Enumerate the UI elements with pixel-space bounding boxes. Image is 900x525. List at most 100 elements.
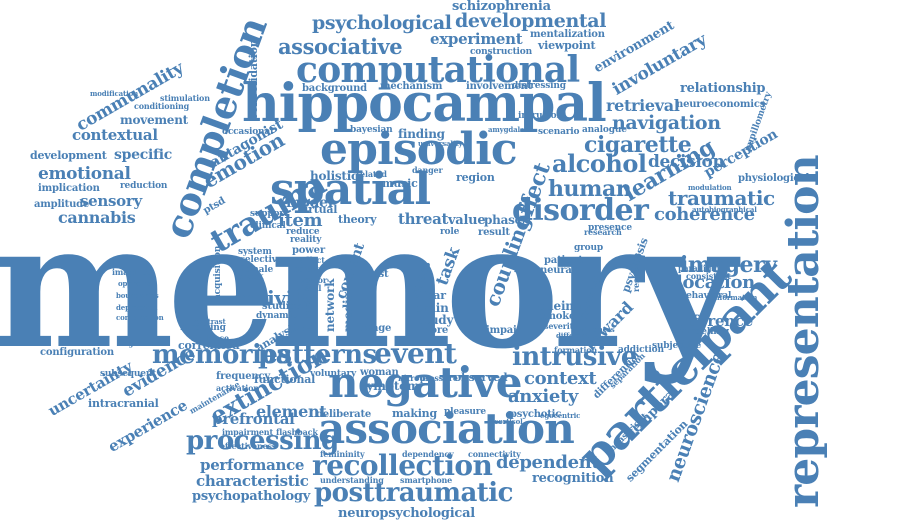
word-experiment: experiment <box>430 30 523 48</box>
word-effectiveness: effectiveness <box>220 441 277 451</box>
word-study: study <box>418 313 454 327</box>
word-virtual: virtual <box>298 203 338 216</box>
word-paradigm: paradigm <box>678 263 720 273</box>
word-research: research <box>584 227 622 237</box>
word-stimulation: stimulation <box>160 93 210 103</box>
word-power: power <box>292 245 325 256</box>
word-autobiographical: autobiographical <box>692 205 757 214</box>
word-memory: memory <box>0 184 736 387</box>
word-different: different <box>556 331 590 340</box>
word-model: model <box>286 195 333 211</box>
word-combination: combination <box>116 313 164 322</box>
word-danger: danger <box>412 165 443 175</box>
word-background: background <box>302 83 367 94</box>
word-value: value <box>448 213 486 228</box>
word-clinical: clinical <box>250 221 286 231</box>
word-conditioning: conditioning <box>134 101 190 111</box>
word-bayesian: bayesian <box>350 125 393 135</box>
word-threat: threat <box>398 210 449 228</box>
word-amygdalar: amygdalar <box>488 125 528 134</box>
word-severity: severity <box>544 321 578 331</box>
word-negative: negative <box>328 358 522 407</box>
word-system: system <box>238 247 272 257</box>
word-anxiety: anxiety <box>508 386 579 407</box>
word-prefrontal: prefrontal <box>212 410 295 428</box>
word-disorder: disorder <box>512 193 649 228</box>
word-vector: vector <box>300 275 327 285</box>
word-support: support <box>250 209 288 219</box>
word-implication: implication <box>38 183 100 194</box>
word-modification: modification <box>90 89 139 98</box>
word-mentalization: mentalization <box>530 29 605 40</box>
word-scenario: scenario <box>538 127 580 137</box>
word-studies: studies <box>262 301 301 312</box>
word-dynamic: dynamic <box>256 311 298 321</box>
word-association: association <box>318 404 575 453</box>
word-consolidation: consolidation <box>247 39 260 120</box>
word-information: information <box>712 293 758 302</box>
word-behavioral: behavioral <box>680 291 732 301</box>
word-role: role <box>440 227 460 237</box>
word-characteristic: characteristic <box>196 472 309 490</box>
word-impairment: impairment <box>222 427 274 437</box>
word-activity: activity <box>234 286 313 310</box>
word-location: location <box>676 272 755 293</box>
word-specific: specific <box>114 147 173 163</box>
word-impair: impair <box>486 325 522 336</box>
word-formation: formation <box>554 345 598 355</box>
word-theory: theory <box>338 213 377 226</box>
word-context: context <box>524 368 597 389</box>
word-mechanism: mechanism <box>380 81 443 92</box>
word-memories: memories <box>152 340 292 370</box>
word-psychological: psychological <box>312 12 452 34</box>
word-psychotic: psychotic <box>510 409 562 420</box>
word-response: response <box>631 253 641 292</box>
word-vigilance: vigilance <box>190 333 229 343</box>
word-frequency: frequency <box>216 371 270 382</box>
word-fear: fear <box>422 289 446 302</box>
word-emotional: emotional <box>38 164 131 184</box>
word-subsequent: subsequent <box>100 369 157 379</box>
word-spatial: spatial <box>270 164 431 215</box>
word-reality: reality <box>290 235 322 245</box>
word-pressure: pressure <box>420 373 458 383</box>
word-observed: observed <box>454 371 508 384</box>
word-construction: construction <box>470 47 532 57</box>
word-computational: computational <box>296 49 580 91</box>
word-subjective: subjective <box>652 341 702 351</box>
word-inference: inference <box>676 312 753 330</box>
word-retrieval: retrieval <box>606 96 680 115</box>
word-functional: functional <box>254 373 316 386</box>
word-intracranial: intracranial <box>88 397 159 410</box>
word-understanding: understanding <box>320 475 384 485</box>
word-shock: shock <box>238 271 264 281</box>
word-dependency: dependency <box>402 449 454 459</box>
word-relationship: relationship <box>680 81 766 96</box>
word-cigarette: cigarette <box>584 132 692 158</box>
word-result: result <box>478 227 510 238</box>
word-representation: representation <box>778 155 829 508</box>
word-making: making <box>392 407 437 420</box>
word-physiological: physiological <box>738 173 810 184</box>
word-modelling: modelling <box>680 327 730 337</box>
word-visual: visual <box>296 283 322 293</box>
word-connectivity: connectivity <box>468 449 521 459</box>
word-female: female <box>240 265 274 275</box>
word-nitrous: nitrous <box>398 373 430 383</box>
word-phase: phase <box>484 213 523 227</box>
word-boundaries: boundaries <box>116 291 159 300</box>
word-developmental: developmental <box>455 10 607 32</box>
word-related: related <box>356 169 387 179</box>
word-femininity: femininity <box>320 449 365 459</box>
word-decision: decision <box>648 152 725 172</box>
word-imagined: imagined <box>112 267 153 277</box>
word-affect: affect <box>300 255 325 265</box>
word-associative: associative <box>278 34 403 59</box>
word-more: more <box>420 325 449 336</box>
word-cortisol: cortisol <box>494 417 523 426</box>
word-schizophrenia: schizophrenia <box>452 0 551 14</box>
word-patterns: patterns <box>258 340 377 370</box>
word-activation: activation <box>216 383 259 393</box>
word-consistent: consistent <box>686 271 731 281</box>
word-posttraumatic: posttraumatic <box>314 478 513 508</box>
